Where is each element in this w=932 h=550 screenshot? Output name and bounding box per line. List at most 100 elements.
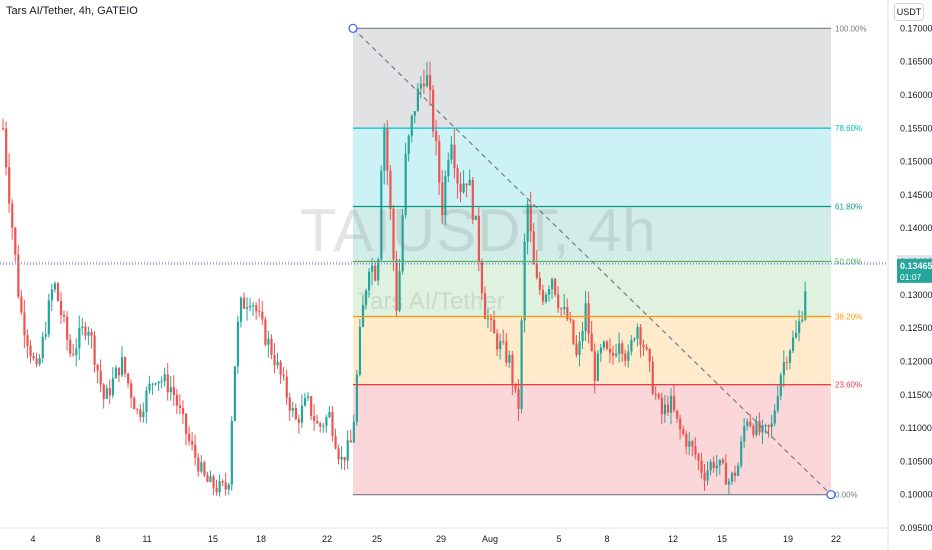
candle-body [490,318,493,320]
bullish-candle [581,322,584,350]
bearish-candle [59,291,63,324]
candle-body [624,353,627,361]
candle-body [26,335,29,346]
bearish-candle [334,428,337,450]
bearish-candle [127,372,130,388]
candle-body [17,254,20,297]
candle-body [486,318,490,320]
bullish-candle [669,388,673,425]
price-tick-label: 0.12000 [900,356,932,366]
candle-body [590,333,593,352]
bearish-candle [639,324,642,358]
candle-body [197,457,200,472]
bullish-candle [81,317,84,336]
bearish-candle [648,348,651,373]
bullish-candle [706,461,709,486]
candle-body [154,383,157,385]
candle-body [258,311,261,313]
bullish-candle [526,199,529,255]
bearish-candle [175,388,179,415]
price-tick-label: 0.11500 [900,390,932,400]
candle-body [798,321,801,333]
bearish-candle [685,430,688,455]
candle-body [191,441,194,445]
candle-body [642,344,645,348]
candle-body [529,204,532,232]
bullish-candle [779,372,782,401]
currency-button[interactable]: USDT [894,3,924,21]
price-tick-label: 0.12500 [900,323,932,333]
candle-body [310,396,313,416]
bearish-candle [261,300,264,326]
candle-body [438,141,441,183]
bullish-candle [371,258,374,286]
candle-body [11,203,14,228]
candle-body [331,411,334,436]
bullish-candle [200,455,203,474]
chart-title: Tars AI/Tether, 4h, GATEIO [6,5,138,17]
candle-body [307,396,310,399]
bearish-candle [331,406,334,442]
candle-body [535,264,538,278]
candle-body [355,374,358,422]
bullish-candle [563,293,566,315]
bullish-candle [75,338,78,367]
bullish-candle [398,258,401,313]
candle-body [56,283,60,301]
bullish-candle [340,446,343,470]
bearish-candle [535,250,538,280]
candle-body [587,303,590,334]
bullish-candle [307,392,310,402]
candle-body [657,394,660,398]
candle-body [407,135,410,154]
candle-body [791,337,795,351]
candle-body [444,176,447,216]
candle-body [572,320,575,344]
candle-body [709,461,712,471]
candle-body [218,481,221,493]
price-axis: 0.17000 0.16500 0.16000 0.15500 0.15000 0.145… [897,23,932,533]
bullish-candle [743,418,746,448]
bullish-candle [599,344,602,363]
bearish-candle [102,383,105,409]
candle-body [596,353,599,381]
bearish-candle [557,286,560,313]
candle-body [117,367,121,376]
bullish-candle [425,61,429,88]
bullish-candle [782,350,785,388]
bearish-candle [215,479,218,496]
candle-body [645,347,648,350]
candle-body [419,83,423,89]
bullish-candle [596,350,599,382]
bearish-candle [392,205,395,271]
bullish-candle [630,335,633,356]
bullish-candle [383,123,386,185]
bullish-candle [663,394,667,423]
time-tick-label: 15 [208,534,218,544]
bearish-candle [5,121,8,176]
candle-body [612,352,615,356]
candle-body [300,405,304,423]
bullish-candle [169,375,172,401]
candle-body [557,294,560,309]
candle-body [517,389,520,409]
bullish-candle [53,281,57,293]
bearish-candle [560,307,563,318]
bullish-candle [444,170,447,226]
candle-body [206,475,209,482]
candle-body [166,374,169,393]
bearish-candle [441,170,444,224]
candle-body [605,341,609,349]
candle-body [618,343,621,354]
bullish-candle [300,394,304,429]
candle-body [669,395,673,413]
bearish-candle [529,191,532,243]
candle-body [727,481,731,485]
candle-body [69,339,72,354]
candle-body [676,410,679,419]
bearish-candle [538,271,541,296]
bearish-candle [194,434,197,466]
bullish-candle [142,402,145,423]
bullish-candle [252,302,255,317]
